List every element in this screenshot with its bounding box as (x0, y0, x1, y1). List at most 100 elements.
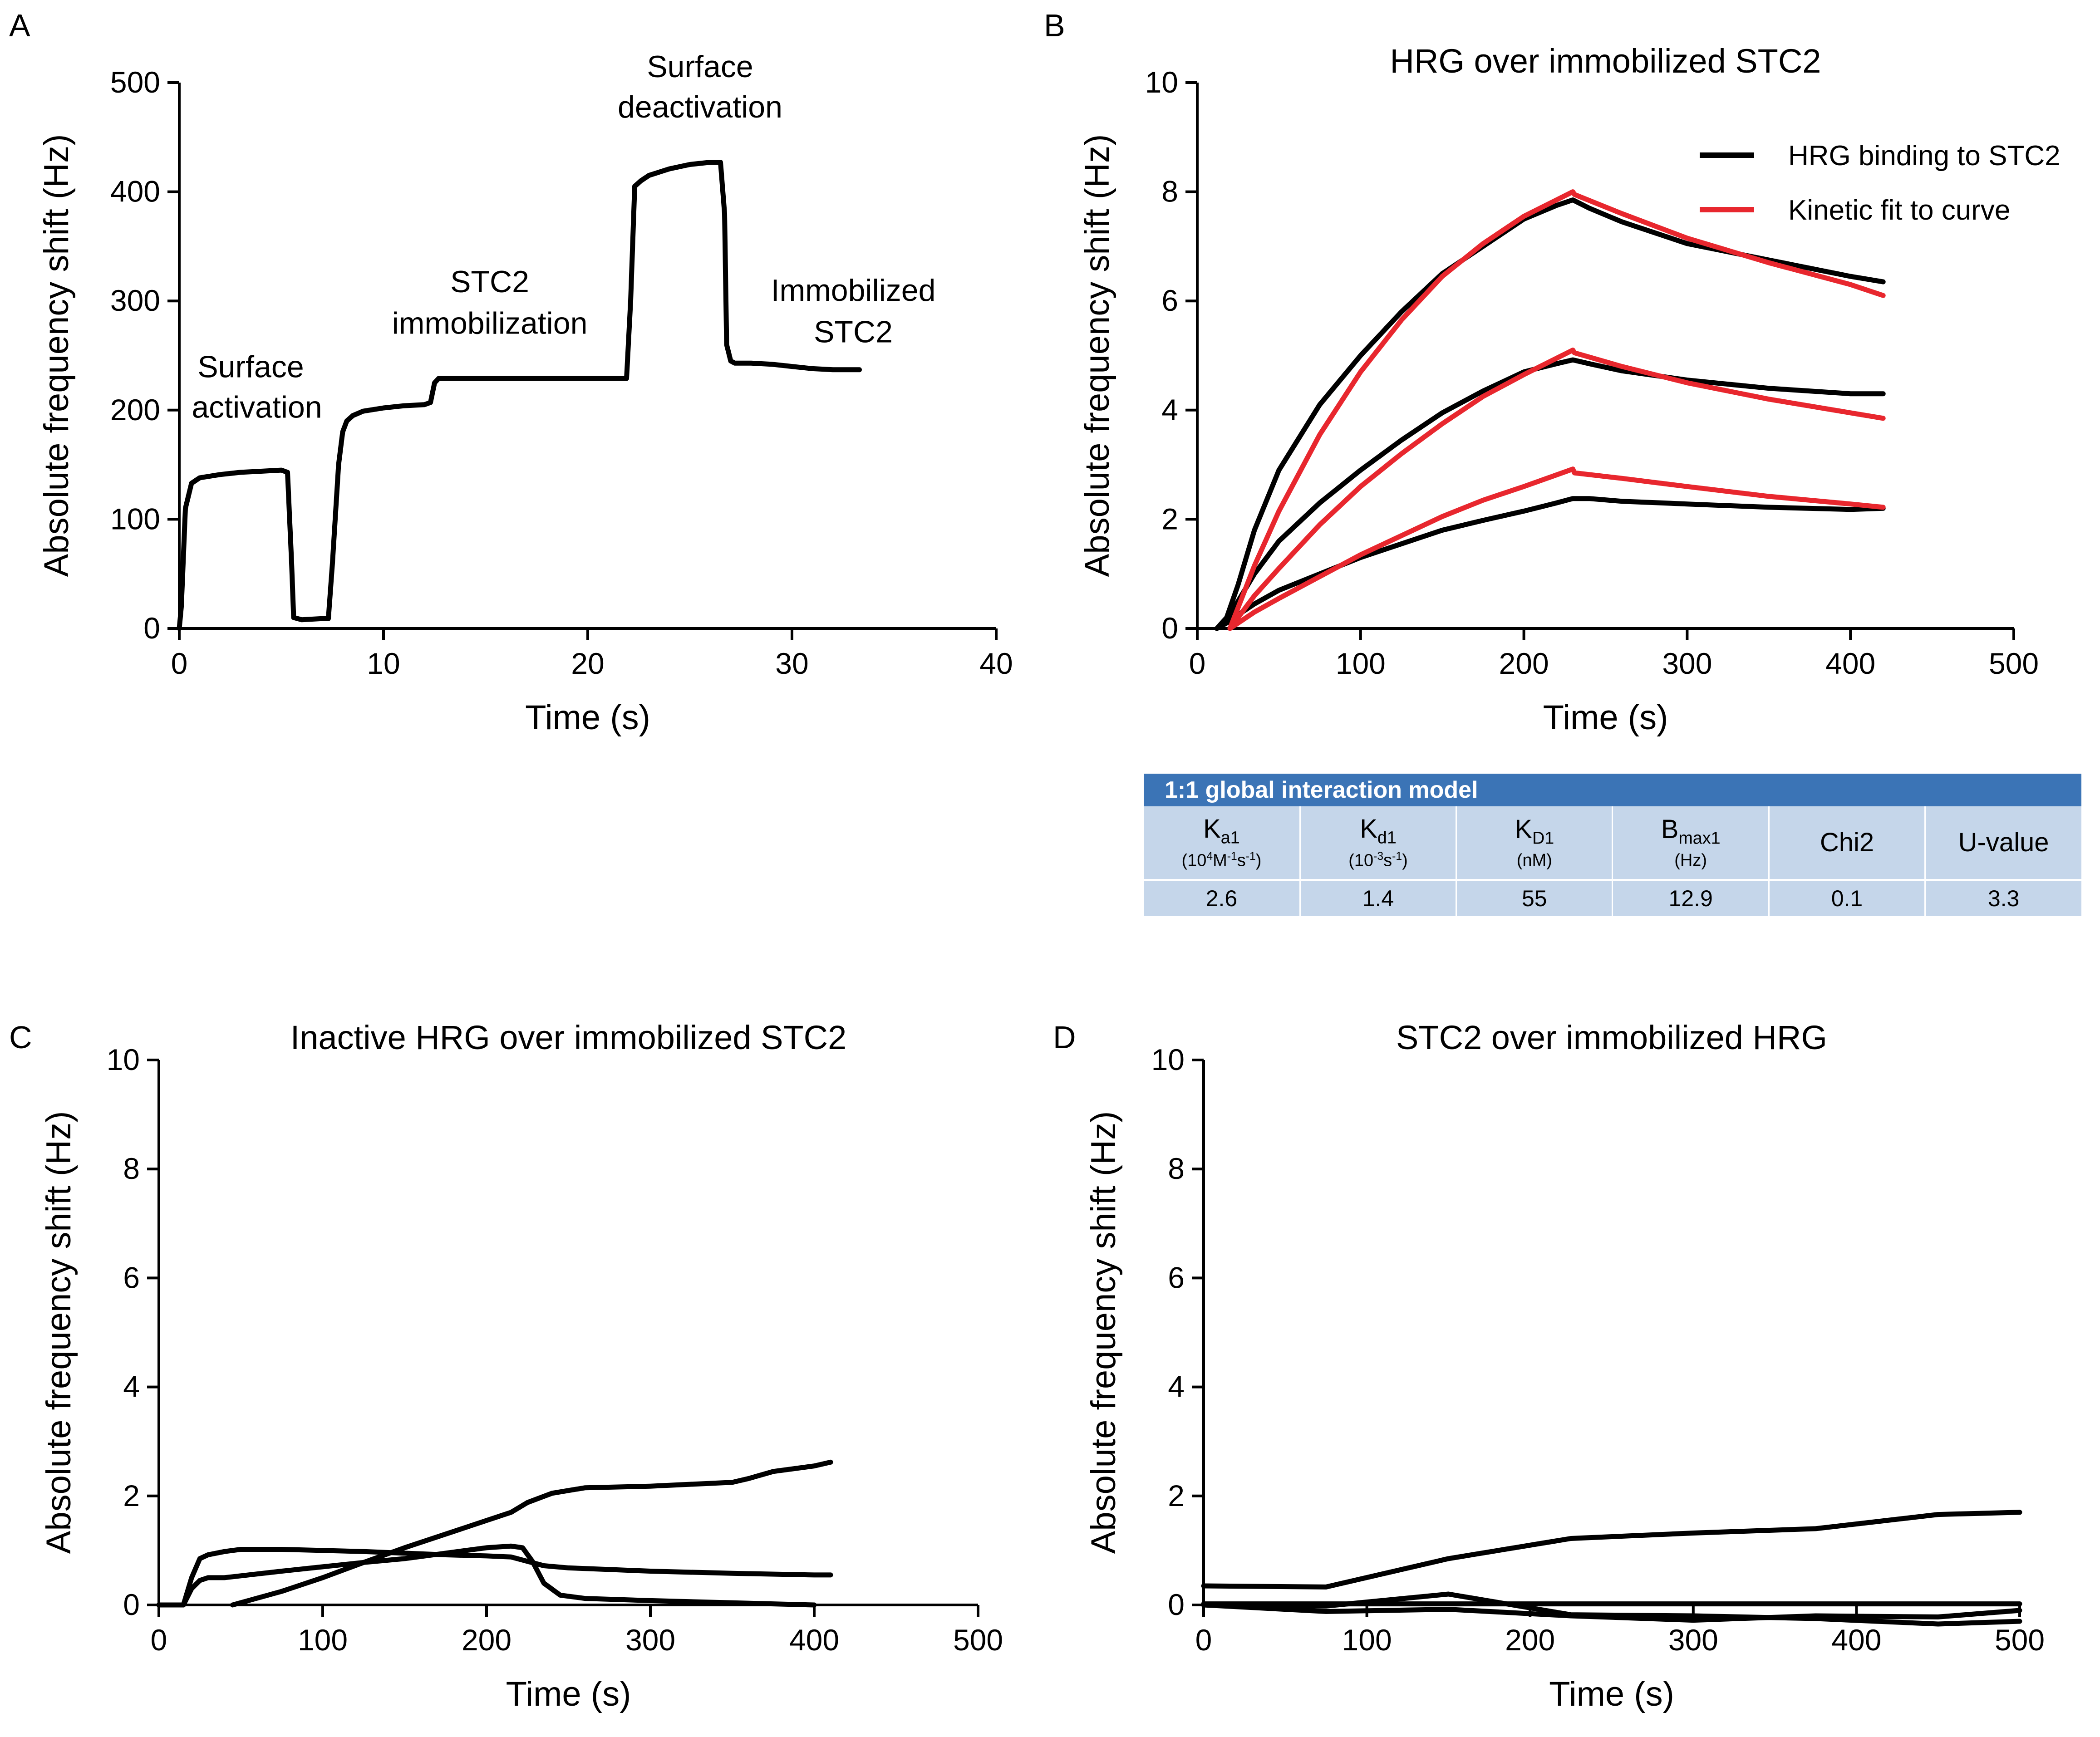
chart-annotation-a: deactivation (618, 90, 782, 124)
chart-annotation-a: STC2 (450, 265, 529, 299)
kinetics-value-cell: 0.1 (1768, 879, 1925, 916)
kinetics-header-symbol: U-value (1958, 827, 2049, 857)
y-tick-label-d: 10 (1151, 1043, 1185, 1076)
x-tick-label-d: 500 (1995, 1623, 2045, 1657)
kinetics-header-cell: U-value (1924, 806, 2081, 880)
panel-label-d: D (1053, 1020, 1076, 1055)
y-axis-label-a: Absolute frequency shift (Hz) (37, 134, 76, 577)
y-axis-label-b: Absolute frequency shift (Hz) (1078, 134, 1116, 577)
chart-annotation-a: Surface (647, 49, 753, 84)
chart-annotation-a: activation (192, 390, 322, 425)
x-tick-label-d: 100 (1342, 1623, 1392, 1657)
series-line-b-4 (1227, 189, 1886, 631)
kinetics-header-symbol: KD1 (1515, 815, 1554, 848)
y-tick-label-d: 6 (1168, 1261, 1185, 1294)
y-tick-label-b: 6 (1161, 284, 1178, 317)
y-tick-label-a: 400 (110, 175, 160, 208)
legend-label-b-2: Kinetic fit to curve (1788, 195, 2010, 226)
kinetics-header-symbol: Chi2 (1820, 827, 1874, 857)
x-tick-label-c: 100 (298, 1623, 348, 1657)
kinetics-header-symbol: Ka1 (1203, 814, 1240, 847)
kinetics-table-values-row: 2.6 1.4 55 12.9 0.1 3.3 (1144, 879, 2081, 916)
chart-annotation-a: immobilization (392, 306, 588, 340)
panel-label-a: A (9, 8, 30, 43)
x-tick-label-a: 30 (775, 647, 808, 680)
y-tick-label-d: 0 (1168, 1588, 1185, 1621)
kinetics-value-cell: 12.9 (1612, 879, 1769, 916)
x-tick-label-c: 300 (625, 1623, 675, 1657)
y-tick-label-c: 0 (123, 1588, 140, 1621)
chart-annotation-a: STC2 (814, 315, 893, 349)
y-tick-label-d: 8 (1168, 1152, 1185, 1185)
x-axis-label-a: Time (s) (525, 698, 650, 737)
kinetics-header-cell: Chi2 (1768, 806, 1925, 880)
series-line-c-2 (156, 1543, 817, 1608)
kinetics-table-title: 1:1 global interaction model (1144, 774, 2081, 806)
x-tick-label-d: 0 (1195, 1623, 1212, 1657)
kinetics-table-header-row: Ka1 (104M-1s-1) Kd1 (10-3s-1) KD1 (nM) Bmax1 (H… (1144, 806, 2081, 880)
x-tick-label-a: 10 (367, 647, 400, 680)
chart-title-d: STC2 over immobilized HRG (1396, 1019, 1827, 1056)
chart-panel-b: 0 100 200 300 400 500 0 2 4 6 8 10 Time (s) Absolute … (1078, 42, 2061, 737)
x-tick-label-c: 500 (953, 1623, 1003, 1657)
x-axis-label-b: Time (s) (1543, 698, 1668, 737)
series-line-b-6 (1227, 466, 1886, 631)
x-tick-label-b: 0 (1189, 647, 1206, 680)
x-tick-label-a: 0 (171, 647, 188, 680)
kinetics-header-subscript: D1 (1532, 828, 1554, 848)
kinetics-header-subscript: d1 (1377, 828, 1397, 847)
chart-annotation-a: Immobilized (771, 273, 936, 308)
x-tick-label-b: 400 (1825, 647, 1875, 680)
series-line-d-3 (1201, 1591, 2022, 1627)
y-tick-label-c: 10 (107, 1043, 140, 1076)
y-tick-label-d: 2 (1168, 1479, 1185, 1512)
chart-title-b: HRG over immobilized STC2 (1390, 42, 1821, 80)
kinetics-value-cell: 55 (1456, 879, 1613, 916)
chart-annotation-a: Surface (197, 350, 304, 384)
series-line-b-3 (1214, 496, 1886, 631)
y-axis-label-c: Absolute frequency shift (Hz) (39, 1111, 78, 1554)
legend-label-b-1: HRG binding to STC2 (1788, 140, 2061, 172)
x-tick-label-a: 20 (571, 647, 604, 680)
kinetics-value-cell: 2.6 (1144, 879, 1300, 916)
x-axis-label-c: Time (s) (506, 1675, 631, 1713)
x-tick-label-d: 300 (1668, 1623, 1718, 1657)
series-line-a-1 (177, 160, 862, 631)
kinetics-header-cell: KD1 (nM) (1456, 806, 1613, 880)
kinetics-header-symbol: Kd1 (1360, 814, 1397, 847)
kinetics-header-cell: Bmax1 (Hz) (1612, 806, 1769, 880)
x-tick-label-d: 200 (1505, 1623, 1555, 1657)
y-tick-label-b: 2 (1161, 502, 1178, 535)
panel-label-b: B (1044, 8, 1065, 43)
y-tick-label-c: 8 (123, 1152, 140, 1185)
series-line-b-5 (1227, 348, 1886, 631)
y-tick-label-a: 100 (110, 502, 160, 535)
y-tick-label-a: 200 (110, 393, 160, 427)
y-tick-label-a: 300 (110, 284, 160, 317)
x-tick-label-d: 400 (1831, 1623, 1881, 1657)
kinetics-header-cell: Ka1 (104M-1s-1) (1144, 806, 1300, 880)
x-tick-label-b: 200 (1499, 647, 1549, 680)
chart-title-c: Inactive HRG over immobilized STC2 (290, 1019, 846, 1056)
kinetics-header-cell: Kd1 (10-3s-1) (1299, 806, 1456, 880)
x-tick-label-a: 40 (979, 647, 1013, 680)
series-line-b-2 (1214, 357, 1886, 631)
kinetics-header-subscript: a1 (1220, 828, 1240, 847)
panel-label-c: C (9, 1020, 32, 1055)
kinetics-value-cell: 3.3 (1924, 879, 2081, 916)
chart-panel-c: 0 100 200 300 400 500 0 2 4 6 8 10 Time (s) Absolute … (39, 1019, 1003, 1713)
x-tick-label-b: 500 (1989, 647, 2039, 680)
kinetics-header-unit: (Hz) (1674, 851, 1707, 870)
y-tick-label-b: 0 (1161, 611, 1178, 645)
y-tick-label-b: 8 (1161, 175, 1178, 208)
x-tick-label-b: 300 (1662, 647, 1712, 680)
series-line-d-4 (1201, 1602, 2022, 1623)
y-tick-label-a: 0 (143, 611, 160, 645)
y-axis-label-d: Absolute frequency shift (Hz) (1084, 1111, 1123, 1554)
kinetics-header-symbol: Bmax1 (1661, 815, 1721, 848)
kinetics-header-subscript: max1 (1678, 828, 1721, 848)
kinetics-value-cell: 1.4 (1299, 879, 1456, 916)
x-tick-label-b: 100 (1336, 647, 1386, 680)
x-tick-label-c: 400 (789, 1623, 839, 1657)
